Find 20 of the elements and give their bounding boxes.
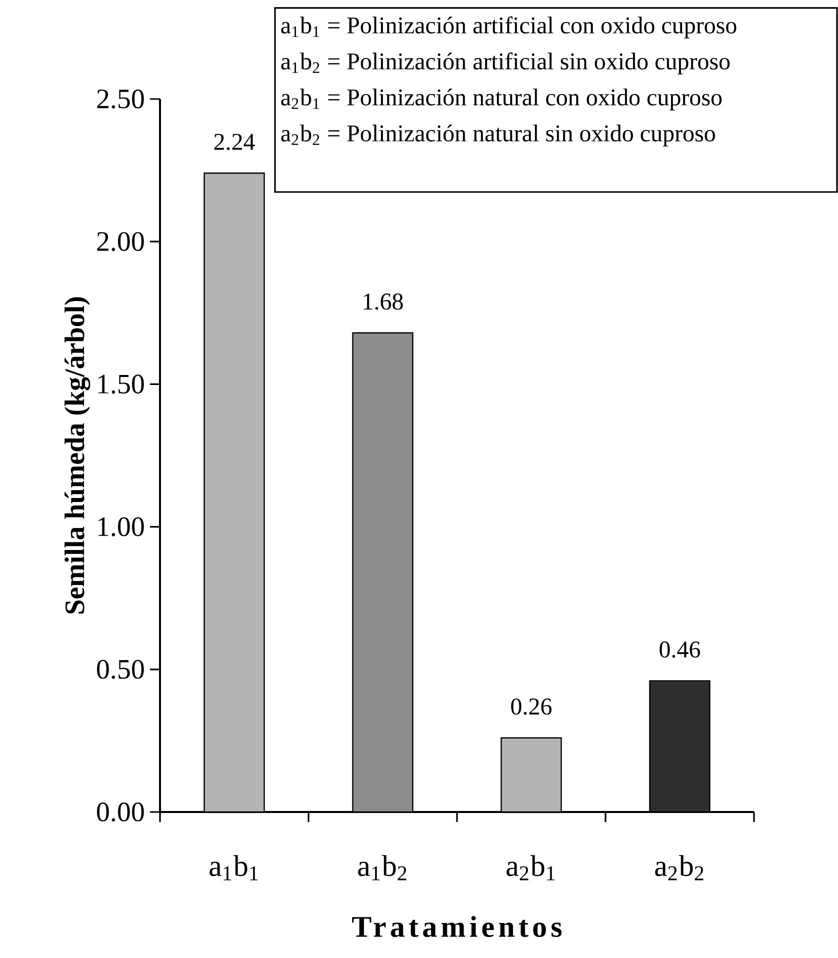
data-label: 1.68: [364, 293, 403, 310]
x-tick-label: a$_{1}$b$_{2}$: [358, 855, 406, 880]
x-tick-label: a$_{2}$b$_{2}$: [655, 855, 704, 880]
y-tick-label: 2.00: [97, 232, 144, 252]
data-label: 2.24: [214, 134, 255, 150]
y-tick-label: 2.50: [97, 89, 144, 109]
y-tick-label: 1.50: [98, 374, 144, 394]
y-tick-label: 0.50: [97, 660, 144, 679]
y-axis-title: Semilla húmeda (kg/árbol): [64, 297, 90, 614]
annotation: a$_{2}$b$_{2}$ = Polinización natural sin oxido cuproso: [281, 124, 715, 146]
text: a$_{1}$b$_{1}$ = Polinización artificial con oxido cuproso: [281, 16, 736, 38]
data-label: 0.46: [660, 641, 700, 658]
y-tick-label: 1.00: [98, 517, 144, 536]
y-tick-label: 0.00: [97, 802, 144, 822]
data-label: 0.26: [511, 698, 552, 715]
x-tick-label: a$_{2}$b$_{1}$: [506, 855, 555, 880]
x-tick-label: a$_{1}$b$_{1}$: [210, 855, 258, 880]
text: a$_{1}$b$_{2}$ = Polinización artificial sin oxido cuproso: [281, 52, 730, 74]
x-axis-title: Tratamientos: [352, 916, 562, 938]
annotation: a$_{2}$b$_{1}$ = Polinización natural con oxido cuproso: [281, 88, 722, 110]
